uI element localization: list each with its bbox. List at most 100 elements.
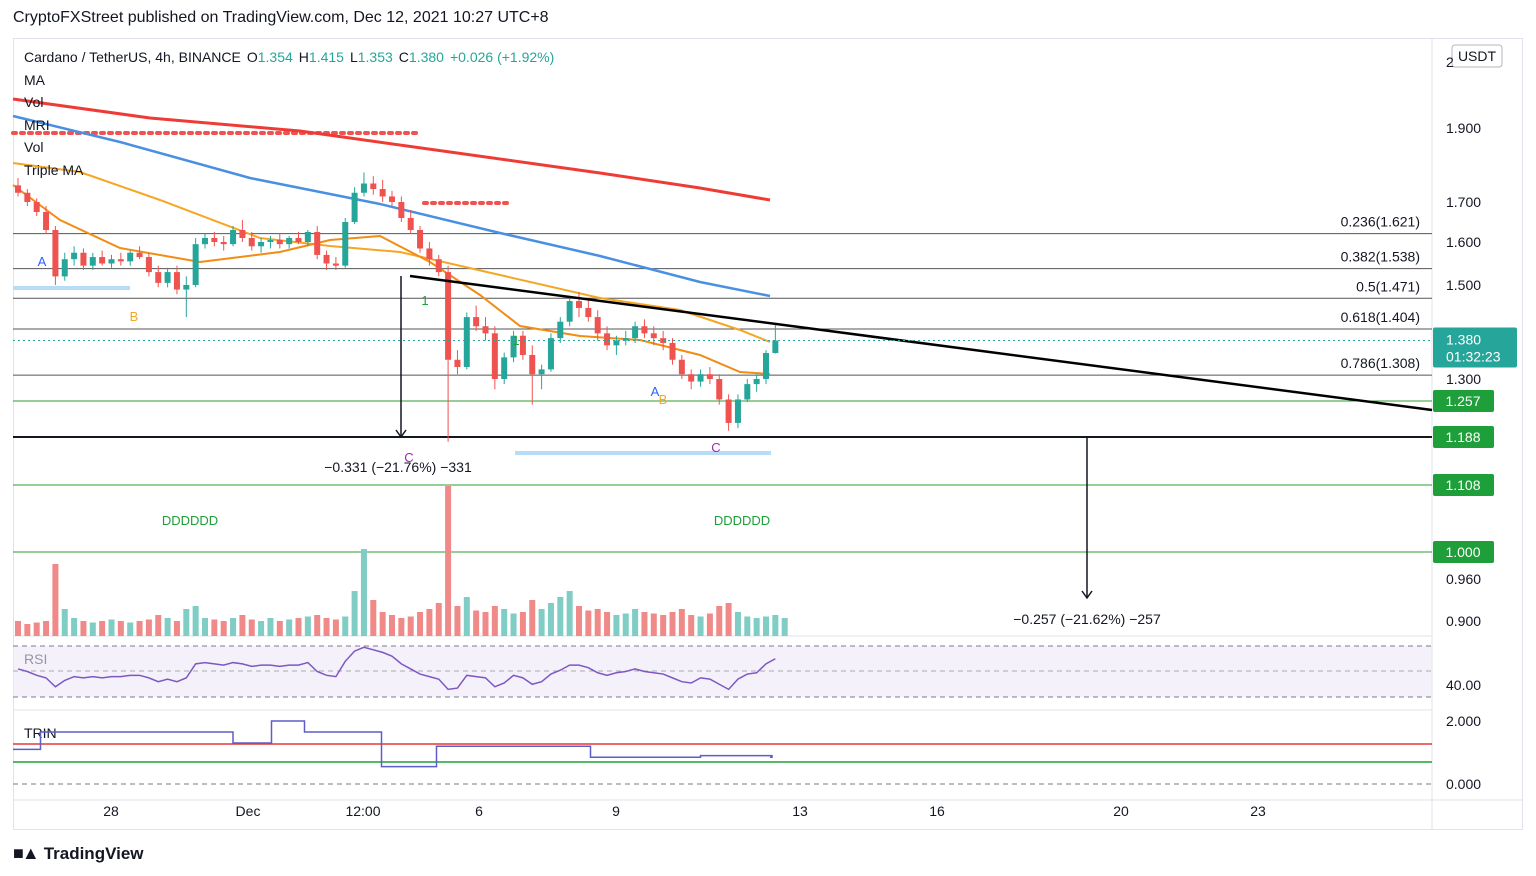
x-tick-label: 28 (103, 803, 119, 819)
chart-annotation: DDDDDD (714, 513, 770, 528)
volume-bar (604, 612, 611, 636)
candle-body (370, 183, 377, 190)
volume-bar (435, 603, 442, 636)
y-tick-label: 0.900 (1446, 613, 1481, 629)
ma-50-line (12, 162, 771, 343)
y-tick-label: 1.500 (1446, 277, 1481, 293)
volume-bar (202, 618, 208, 636)
candle-body (24, 192, 31, 202)
candle-body (164, 272, 171, 283)
indicator-vol[interactable]: Vol (24, 94, 44, 110)
candle-body (192, 244, 199, 285)
candle-body (697, 374, 704, 382)
candle-body (417, 230, 424, 249)
volume-bar (145, 619, 152, 636)
candle-body (304, 232, 311, 242)
volume-bar (304, 616, 311, 636)
indicator-ma[interactable]: MA (24, 71, 45, 88)
symbol-title[interactable]: Cardano / TetherUS, 4h, BINANCE (24, 49, 241, 65)
volume-bar (463, 597, 470, 636)
measure-label-2: −0.257 (−21.62%) −257 (1013, 611, 1161, 627)
volume-bar (15, 621, 21, 636)
candle-body (389, 196, 395, 202)
indicator-vol-2[interactable]: Vol (24, 139, 44, 155)
volume-bar (669, 612, 676, 636)
volume-bar (295, 618, 302, 636)
volume-bar (267, 618, 274, 636)
volume-bar (33, 622, 40, 636)
chart-annotation: 1 (512, 333, 519, 348)
fib-level-label: 0.236(1.621) (1341, 214, 1420, 230)
candle-body (230, 230, 237, 245)
volume-bar (164, 618, 171, 636)
candle-body (529, 354, 536, 375)
volume-bar (744, 616, 751, 636)
currency-badge (1451, 44, 1503, 68)
fib-level-label: 0.5(1.471) (1356, 278, 1420, 294)
volume-bar (183, 609, 190, 636)
measure-label-1: −0.331 (−21.76%) −331 (324, 459, 472, 475)
low-label: L (349, 49, 358, 65)
measure-arrow-2 (1081, 590, 1093, 600)
indicator-triple-ma[interactable]: Triple MA (24, 161, 84, 178)
candle-body (547, 338, 554, 370)
low-value: 1.353 (357, 49, 393, 65)
rsi-tick-label: 40.00 (1446, 677, 1481, 693)
chart-annotation: B (130, 309, 139, 324)
volume-bar (641, 612, 648, 636)
volume-bar (473, 610, 480, 636)
ma-100-line (12, 114, 771, 298)
volume-bar (43, 621, 50, 636)
volume-bar (230, 618, 237, 636)
candle-body (734, 399, 741, 423)
y-tick-label: 1.900 (1446, 120, 1481, 136)
candle-body (398, 202, 405, 218)
volume-bar (519, 612, 526, 636)
volume-bar (678, 609, 685, 636)
candle-body (351, 192, 358, 222)
y-tick-label: 0.960 (1446, 571, 1481, 587)
volume-bar (258, 621, 265, 636)
volume-bar (80, 621, 87, 636)
candle-body (763, 353, 769, 379)
volume-bar (445, 486, 452, 636)
indicator-mri[interactable]: MRI (24, 116, 50, 133)
candle-body (258, 242, 265, 247)
support-level-value: 1.188 (1445, 429, 1480, 445)
support-level-badge (1433, 426, 1494, 448)
volume-bar (454, 606, 461, 636)
publisher-header: CryptoFXStreet published on TradingView.… (13, 9, 549, 26)
x-tick-label: Dec (236, 803, 261, 819)
y-tick-label: 2 (1446, 54, 1454, 70)
candle-body (117, 259, 124, 262)
volume-bar (482, 612, 489, 636)
volume-bar (286, 619, 293, 636)
volume-bar (61, 609, 68, 636)
y-tick-label: 1.700 (1446, 194, 1481, 210)
chart-annotation: 1 (421, 293, 428, 308)
volume-bar (127, 622, 134, 636)
volume-bar (332, 619, 339, 636)
candle-body (220, 242, 227, 245)
volume-bar (594, 609, 601, 636)
volume-bar (763, 616, 769, 636)
volume-bar (173, 621, 180, 636)
volume-bar (99, 621, 106, 636)
candle-body (585, 307, 592, 318)
candle-body (641, 326, 648, 334)
candle-body (61, 259, 68, 277)
candle-body (108, 259, 115, 264)
volume-bar (89, 622, 96, 636)
tradingview-footer[interactable]: ■▲ TradingView (13, 843, 144, 864)
candle-body (145, 257, 152, 273)
volume-bar (650, 613, 657, 636)
candle-body (71, 252, 78, 260)
chart-annotation: DDDDDD (162, 513, 218, 528)
volume-bar (398, 618, 405, 636)
candle-body (491, 333, 498, 379)
candle-body (753, 379, 760, 385)
volume-bar (622, 613, 629, 636)
candle-body (510, 335, 517, 358)
candle-body (52, 230, 59, 277)
